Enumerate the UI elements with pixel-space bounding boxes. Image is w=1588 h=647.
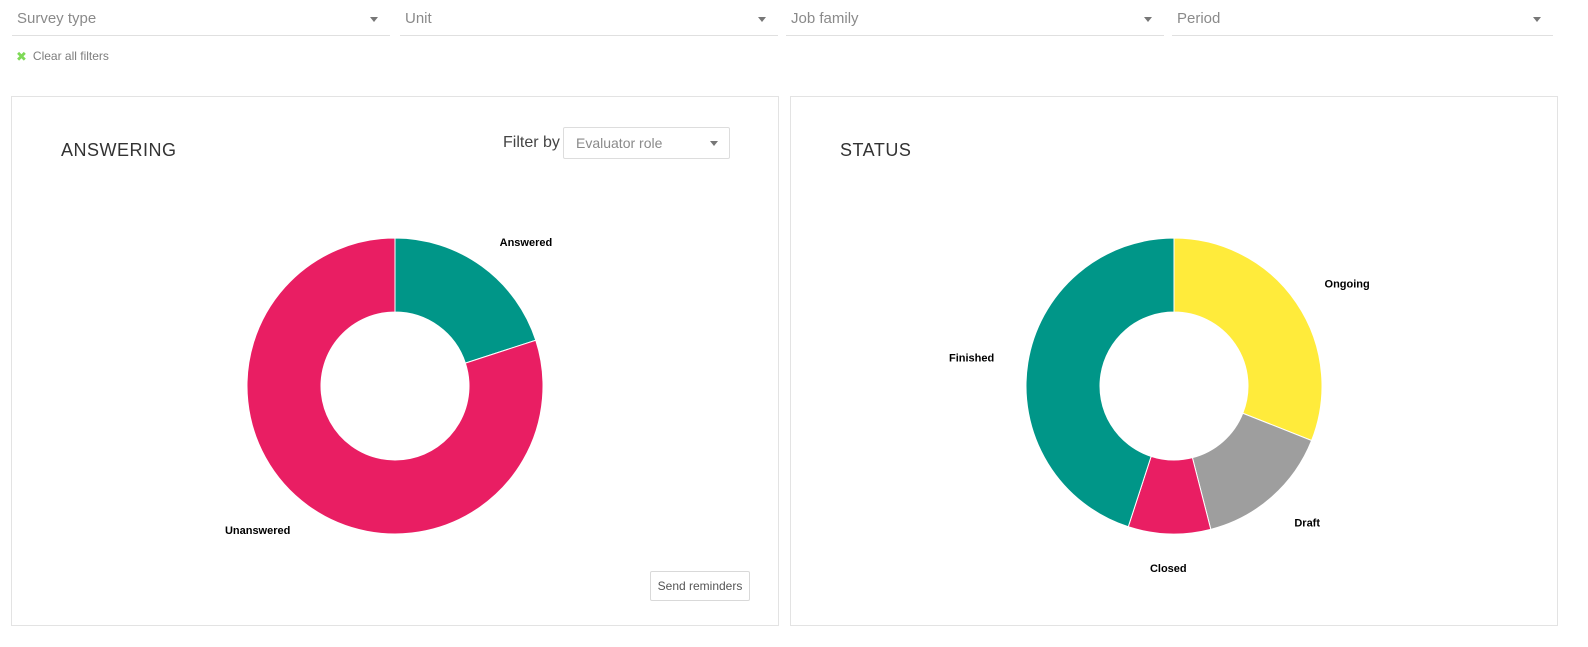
slice-answered[interactable] [394, 237, 537, 364]
status-donut-chart: Ongoing Draft Closed Finished [949, 237, 1370, 575]
survey-type-placeholder: Survey type [17, 10, 97, 27]
survey-type-dropdown[interactable]: Survey type [12, 6, 390, 36]
clear-all-filters-link[interactable]: ✖ Clear all filters [16, 48, 109, 64]
slice-label-closed: Closed [1150, 563, 1187, 575]
slice-ongoing[interactable] [1173, 237, 1323, 442]
period-placeholder: Period [1177, 10, 1221, 27]
send-reminders-button[interactable]: Send reminders [650, 571, 750, 601]
slice-label-ongoing: Ongoing [1325, 279, 1370, 291]
x-icon: ✖ [16, 48, 27, 64]
status-panel: STATUS Ongoing Draft Closed Finished [790, 96, 1558, 626]
slice-label-draft: Draft [1294, 518, 1320, 530]
caret-down-icon [370, 17, 378, 22]
job-family-dropdown[interactable]: Job family [786, 6, 1164, 36]
slice-finished[interactable] [1025, 237, 1175, 528]
status-title: STATUS [840, 140, 912, 160]
answering-title: ANSWERING [61, 140, 177, 160]
period-dropdown[interactable]: Period [1172, 6, 1553, 36]
answering-panel: ANSWERING Filter by Evaluator role Answe… [11, 96, 779, 626]
evaluator-role-select[interactable]: Evaluator role [563, 127, 730, 159]
slice-unanswered[interactable] [246, 237, 544, 535]
answering-donut-chart: Answered Unanswered [225, 237, 553, 537]
unit-placeholder: Unit [405, 10, 432, 27]
slice-label-unanswered: Unanswered [225, 525, 290, 537]
evaluator-role-placeholder: Evaluator role [576, 135, 663, 151]
caret-down-icon [710, 141, 718, 146]
unit-dropdown[interactable]: Unit [400, 6, 778, 36]
clear-all-filters-label: Clear all filters [32, 49, 109, 63]
filter-by-label: Filter by [503, 134, 560, 151]
slice-label-finished: Finished [949, 353, 994, 365]
caret-down-icon [1144, 17, 1152, 22]
caret-down-icon [758, 17, 766, 22]
caret-down-icon [1533, 17, 1541, 22]
slice-label-answered: Answered [500, 237, 553, 249]
job-family-placeholder: Job family [791, 10, 859, 27]
